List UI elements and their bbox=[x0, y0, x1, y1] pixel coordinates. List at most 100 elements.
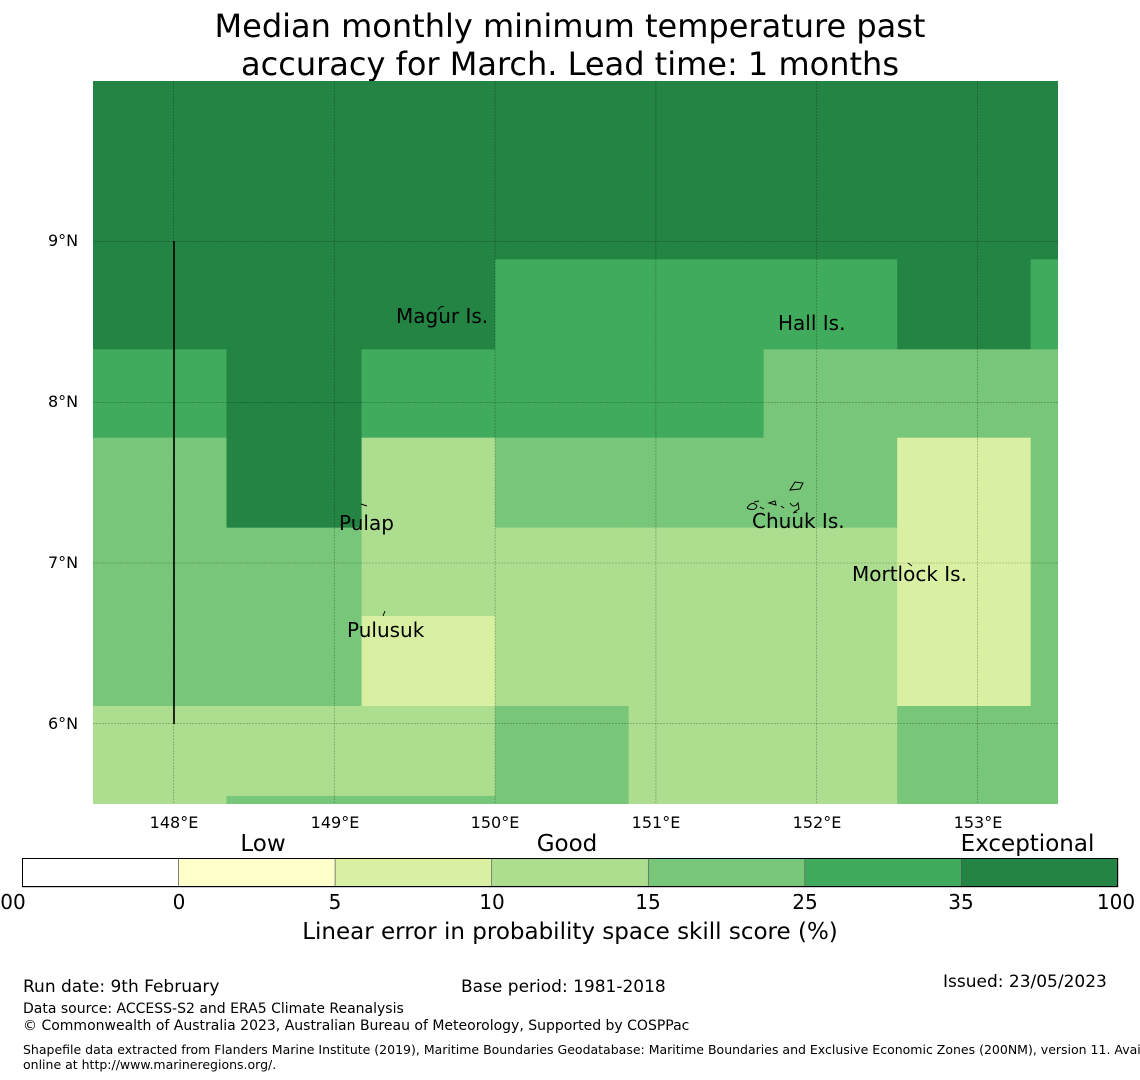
map-title-line-1: Median monthly minimum temperature past bbox=[214, 7, 926, 45]
colorbar-label: Linear error in probability space skill … bbox=[302, 919, 838, 945]
place-label-hall: Hall Is. bbox=[778, 311, 845, 335]
heatmap-cell bbox=[361, 437, 496, 529]
colorbar-group-exceptional: Exceptional bbox=[960, 831, 1095, 857]
heatmap-cell bbox=[1030, 349, 1058, 439]
colorbar-tick-3: 10 bbox=[479, 890, 505, 914]
heatmap-cell bbox=[495, 81, 630, 260]
heatmap-cell bbox=[1030, 81, 1058, 260]
shapefile-credit-line-1: Shapefile data extracted from Flanders M… bbox=[23, 1042, 1140, 1057]
map-title-line-2: accuracy for March. Lead time: 1 months bbox=[241, 45, 899, 83]
heatmap-cell bbox=[1030, 795, 1058, 804]
heatmap-cell bbox=[226, 795, 363, 804]
colorbar-swatch bbox=[647, 858, 806, 888]
colorbar-tick-6: 35 bbox=[948, 890, 974, 914]
colorbar-tick-4: 15 bbox=[635, 890, 661, 914]
colorbar-swatch bbox=[491, 858, 649, 888]
colorbar-group-good: Good bbox=[536, 831, 598, 857]
lon-label-153e: 153°E bbox=[953, 813, 1003, 832]
heatmap-cell bbox=[93, 349, 227, 439]
copyright: © Commonwealth of Australia 2023, Austra… bbox=[23, 1018, 690, 1034]
colorbar-tick-2: 5 bbox=[328, 890, 342, 914]
heatmap-cell bbox=[226, 705, 363, 797]
lat-label-9n: 9°N bbox=[48, 231, 79, 250]
heatmap-cell bbox=[495, 437, 630, 529]
colorbar-swatch bbox=[22, 858, 179, 888]
heatmap-cell bbox=[1030, 259, 1058, 350]
heatmap-cell bbox=[361, 705, 496, 797]
heatmap-cell bbox=[93, 527, 227, 617]
heatmap-cell bbox=[763, 437, 898, 529]
colorbar-swatch bbox=[804, 858, 962, 888]
heatmap-cell bbox=[226, 259, 363, 350]
heatmap-cell bbox=[897, 705, 1032, 797]
heatmap-cell bbox=[93, 705, 227, 797]
shapefile-credit-line-2: online at http://www.marineregions.org/. bbox=[23, 1057, 277, 1072]
heatmap-cell bbox=[1030, 705, 1058, 797]
issued-date: Issued: 23/05/2023 bbox=[943, 972, 1107, 992]
heatmap-cell bbox=[897, 259, 1032, 350]
colorbar-tick-0: -100 bbox=[0, 890, 26, 914]
heatmap-cell bbox=[495, 795, 630, 804]
heatmap-cell bbox=[897, 349, 1032, 439]
place-label-chuuk: Chuuk Is. bbox=[752, 509, 845, 533]
heatmap-cell bbox=[897, 616, 1032, 707]
pulap-island-outline bbox=[360, 503, 368, 507]
heatmap-cell bbox=[226, 616, 363, 707]
heatmap-cell bbox=[897, 795, 1032, 804]
heatmap-cell bbox=[361, 259, 496, 350]
heatmap-cell bbox=[897, 437, 1032, 529]
heatmap-cell bbox=[361, 527, 496, 617]
chuuk-island-outline bbox=[746, 481, 804, 514]
heatmap-cell bbox=[93, 795, 227, 804]
magur-island-outline bbox=[437, 305, 445, 311]
lon-label-149e: 149°E bbox=[310, 813, 360, 832]
data-source: Data source: ACCESS-S2 and ERA5 Climate … bbox=[23, 1001, 404, 1017]
heatmap-cell bbox=[93, 437, 227, 529]
colorbar-swatch bbox=[961, 858, 1119, 888]
heatmap-cell bbox=[628, 795, 765, 804]
heatmap-cell bbox=[628, 259, 765, 350]
heatmap-cell bbox=[897, 81, 1032, 260]
lon-label-151e: 151°E bbox=[631, 813, 681, 832]
place-label-pulusuk: Pulusuk bbox=[347, 618, 425, 642]
heatmap-cell bbox=[763, 349, 898, 439]
heatmap-cell bbox=[763, 616, 898, 707]
heatmap-cell bbox=[226, 527, 363, 617]
colorbar-group-low: Low bbox=[240, 831, 286, 857]
colorbar-swatch bbox=[334, 858, 493, 888]
heatmap-cell bbox=[628, 349, 765, 439]
heatmap-cell bbox=[495, 616, 630, 707]
heatmap-cell bbox=[495, 527, 630, 617]
lon-label-148e: 148°E bbox=[149, 813, 199, 832]
lat-label-8n: 8°N bbox=[48, 392, 79, 411]
heatmap-cell bbox=[93, 616, 227, 707]
base-period: Base period: 1981-2018 bbox=[461, 977, 666, 997]
heatmap-cell bbox=[763, 795, 898, 804]
skill-score-map: Magur Is. Hall Is. Pulap Chuuk Is. Mortl… bbox=[93, 81, 1058, 804]
pulusuk-island-outline bbox=[382, 610, 386, 617]
heatmap-cell bbox=[628, 437, 765, 529]
colorbar-tick-1: 0 bbox=[172, 890, 186, 914]
lon-label-150e: 150°E bbox=[470, 813, 520, 832]
heatmap-cell bbox=[361, 81, 496, 260]
heatmap-cell bbox=[1030, 616, 1058, 707]
heatmap-cell bbox=[226, 349, 363, 439]
place-label-mortlock: Mortlock Is. bbox=[852, 562, 967, 586]
colorbar-swatch bbox=[178, 858, 336, 888]
heatmap-cell bbox=[361, 349, 496, 439]
run-date: Run date: 9th February bbox=[23, 977, 220, 997]
heatmap-cell bbox=[763, 527, 898, 617]
heatmap-cell bbox=[226, 437, 363, 529]
heatmap-cell bbox=[361, 616, 496, 707]
colorbar bbox=[22, 858, 1119, 888]
heatmap-cell bbox=[361, 795, 496, 804]
colorbar-tick-7: 100 bbox=[1096, 890, 1136, 914]
colorbar-tick-5: 25 bbox=[792, 890, 818, 914]
mortlock-island-outline bbox=[907, 562, 913, 567]
heatmap-cell bbox=[628, 705, 765, 797]
place-label-magur: Magur Is. bbox=[396, 304, 488, 328]
heatmap-cell bbox=[93, 259, 227, 350]
heatmap-cell bbox=[495, 705, 630, 797]
lat-label-6n: 6°N bbox=[48, 714, 79, 733]
lat-label-7n: 7°N bbox=[48, 553, 79, 572]
